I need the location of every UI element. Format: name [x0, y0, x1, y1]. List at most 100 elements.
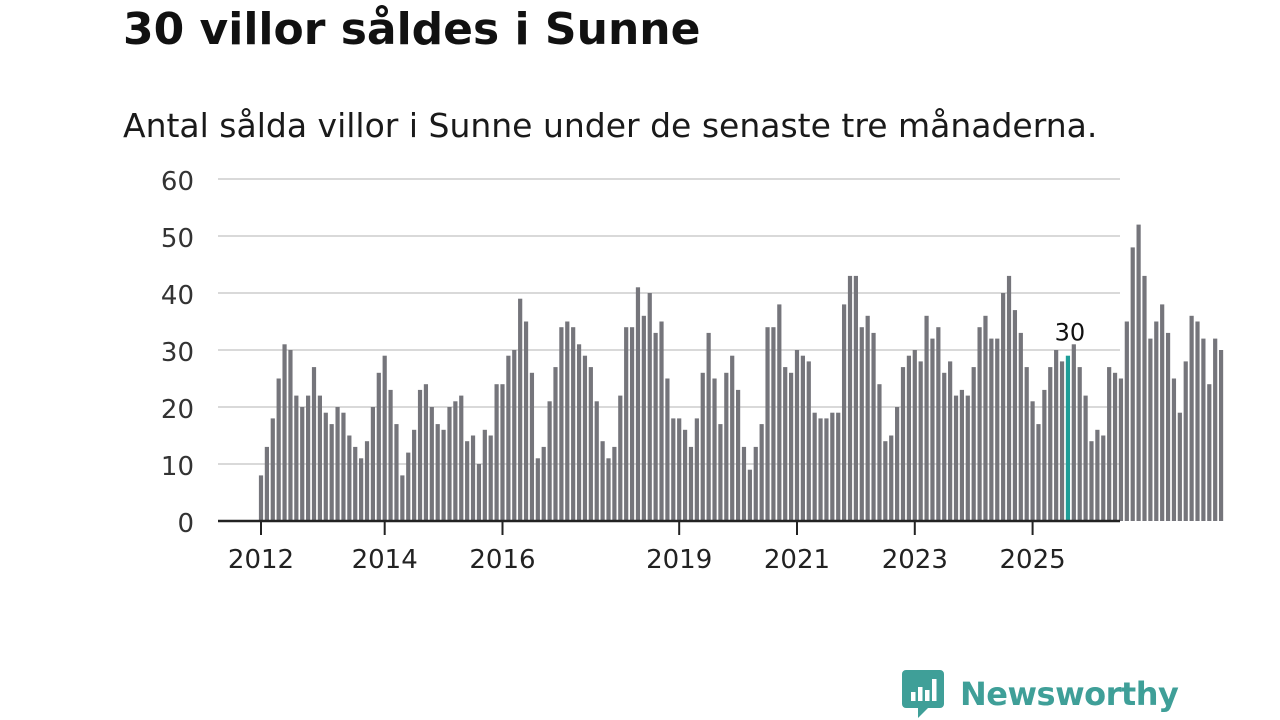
- bar: [417, 389, 423, 521]
- bar: [1130, 247, 1135, 521]
- bar: [853, 275, 858, 521]
- bar: [641, 315, 646, 521]
- bar: [1006, 275, 1012, 521]
- bar: [388, 389, 393, 521]
- bar: [824, 418, 829, 521]
- bar: [1077, 367, 1082, 521]
- bar: [665, 378, 670, 521]
- bar: [700, 372, 705, 521]
- bar: [983, 315, 988, 521]
- bar: [747, 469, 752, 521]
- bar: [600, 441, 605, 521]
- bar: [423, 384, 429, 521]
- y-tick-label: 20: [161, 395, 194, 425]
- bar: [435, 424, 440, 521]
- bar: [582, 355, 588, 521]
- bar: [759, 424, 764, 521]
- bar-highlight: [1065, 355, 1071, 521]
- bar: [1171, 378, 1177, 521]
- bar: [694, 418, 699, 521]
- bar: [794, 350, 800, 521]
- bar: [836, 412, 841, 521]
- bar: [741, 446, 747, 521]
- bar: [777, 304, 782, 521]
- bar: [712, 378, 717, 521]
- bar: [1001, 293, 1006, 521]
- bar: [900, 367, 906, 521]
- bar: [1201, 338, 1206, 521]
- bar: [264, 446, 269, 521]
- bar: [441, 429, 446, 521]
- data-labels: 30: [1052, 316, 1088, 349]
- brand-logo: Newsworthy: [902, 670, 1179, 718]
- bar: [1030, 401, 1035, 521]
- x-tick-label: 2023: [882, 545, 948, 575]
- bar: [406, 452, 411, 521]
- bar: [1136, 224, 1141, 521]
- bar: [1048, 367, 1053, 521]
- bar: [1154, 321, 1159, 521]
- bar: [1213, 338, 1218, 521]
- chart-title: 30 villor såldes i Sunne: [123, 4, 701, 55]
- bar: [400, 475, 405, 521]
- bar: [618, 395, 623, 521]
- bar: [565, 321, 570, 521]
- bar: [924, 315, 929, 521]
- bar: [459, 395, 464, 521]
- y-tick-label: 60: [161, 167, 194, 197]
- bar: [647, 293, 652, 521]
- bar: [476, 464, 482, 521]
- y-tick-label: 50: [161, 224, 194, 254]
- bar: [971, 367, 976, 521]
- bar: [800, 355, 805, 521]
- bar: [1189, 315, 1194, 521]
- bar: [1083, 395, 1088, 521]
- bar: [394, 424, 399, 521]
- bar: [735, 389, 741, 521]
- bar: [895, 407, 900, 521]
- y-tick-label: 10: [161, 452, 194, 482]
- bar: [1118, 378, 1124, 521]
- bar: [1024, 367, 1029, 521]
- bar: [453, 401, 458, 521]
- bar: [370, 407, 376, 521]
- bar: [653, 332, 658, 521]
- bar: [1177, 412, 1182, 521]
- bar: [682, 429, 688, 521]
- bar: [889, 435, 894, 521]
- bar: [329, 424, 334, 521]
- bar: [270, 418, 275, 521]
- bar: [447, 407, 452, 521]
- bar: [1054, 350, 1059, 521]
- bar: [306, 395, 311, 521]
- bar: [635, 287, 641, 521]
- bar: [429, 407, 434, 521]
- y-tick-label: 30: [161, 338, 194, 368]
- highlight-value-label: 30: [1055, 319, 1086, 347]
- bar: [612, 446, 617, 521]
- bar: [323, 412, 328, 521]
- bar: [959, 389, 965, 521]
- bar: [948, 361, 953, 521]
- bar: [1207, 384, 1212, 521]
- bar: [859, 327, 864, 521]
- bar: [688, 446, 694, 521]
- bar: [718, 424, 723, 521]
- bar: [883, 441, 888, 521]
- bar: [659, 321, 664, 521]
- bar: [535, 458, 540, 521]
- bar: [977, 327, 982, 521]
- bar: [541, 446, 546, 521]
- bar: [847, 275, 853, 521]
- bar: [965, 395, 970, 521]
- x-tick-label: 2016: [469, 545, 535, 575]
- bar: [288, 350, 293, 521]
- bar: [1142, 275, 1147, 521]
- bar: [706, 332, 711, 521]
- bar: [470, 435, 476, 521]
- bar: [553, 367, 558, 521]
- bar: [936, 327, 941, 521]
- x-axis-ticks: 2012 2014 2016 2019 2021 2023 2025: [228, 521, 1066, 575]
- bar: [765, 327, 770, 521]
- bar: [1218, 350, 1224, 521]
